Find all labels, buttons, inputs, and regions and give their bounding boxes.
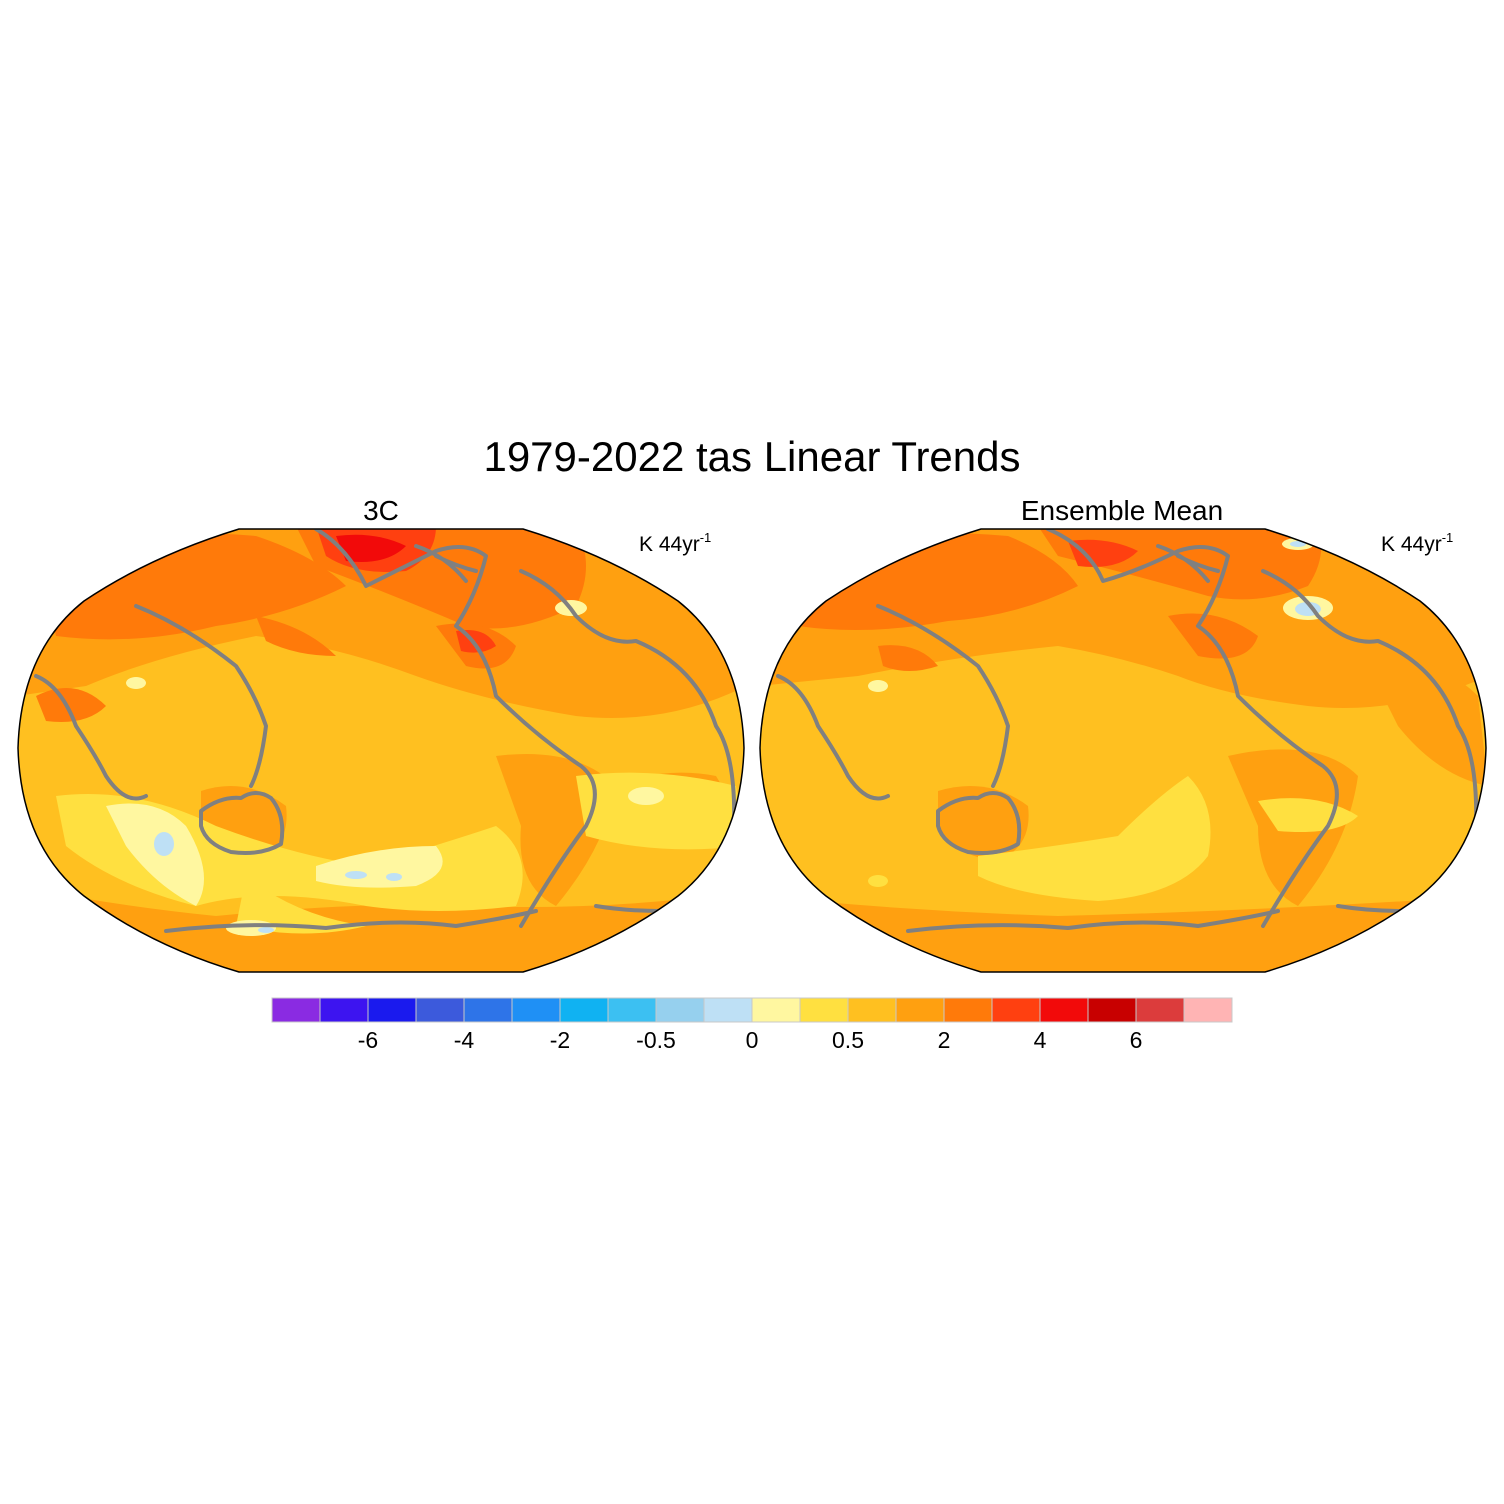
- colorbar-swatch: [943, 997, 993, 1023]
- trend-fill-hot: [1068, 539, 1138, 567]
- colorbar-tick-label: 2: [937, 1027, 951, 1053]
- colorbar-tick-label: 6: [1129, 1027, 1143, 1053]
- colorbar-swatch: [895, 997, 945, 1023]
- colorbar-swatch: [751, 997, 801, 1023]
- colorbar-tick-label: -6: [357, 1027, 379, 1053]
- units-exponent: -1: [1441, 530, 1454, 545]
- colorbar-tick-label: 0.5: [832, 1027, 864, 1053]
- panel-title-left: 3C: [363, 495, 399, 526]
- colorbar-swatch: [319, 997, 369, 1023]
- units-exponent: -1: [699, 530, 712, 545]
- colorbar-swatch: [607, 997, 657, 1023]
- units-label-right: K 44yr-1: [1381, 524, 1453, 559]
- trend-fill-weak: [868, 776, 1358, 901]
- units-base: K 44yr: [1381, 533, 1442, 556]
- panel-title-right: Ensemble Mean: [1020, 495, 1224, 526]
- colorbar-tick-label: -0.5: [636, 1027, 676, 1053]
- colorbar-swatch: [271, 997, 321, 1023]
- colorbar-tick-label: 4: [1033, 1027, 1047, 1053]
- trend-map-left: [17, 528, 745, 973]
- units-label-left: K 44yr-1: [639, 524, 711, 559]
- colorbar-swatch: [463, 997, 513, 1023]
- figure-title: 1979-2022 tas Linear Trends: [483, 433, 1021, 480]
- colorbar-swatch: [991, 997, 1041, 1023]
- colorbar: [271, 997, 1233, 1023]
- colorbar-swatch: [655, 997, 705, 1023]
- colorbar-tick-label: -2: [549, 1027, 571, 1053]
- map-outline: [759, 528, 1487, 973]
- colorbar-swatch: [847, 997, 897, 1023]
- map-outline: [17, 528, 745, 973]
- colorbar-swatch: [1135, 997, 1185, 1023]
- colorbar-swatch: [415, 997, 465, 1023]
- colorbar-swatch: [1087, 997, 1137, 1023]
- trend-fill-cool: [154, 832, 402, 933]
- trend-fill-max: [336, 534, 406, 562]
- trend-map-right: [759, 528, 1487, 973]
- colorbar-swatch: [1183, 997, 1233, 1023]
- colorbar-tick-label: 0: [745, 1027, 759, 1053]
- colorbar-swatch: [559, 997, 609, 1023]
- colorbar-swatch: [511, 997, 561, 1023]
- colorbar-swatch: [367, 997, 417, 1023]
- units-base: K 44yr: [639, 533, 700, 556]
- colorbar-swatch: [799, 997, 849, 1023]
- colorbar-tick-label: -4: [453, 1027, 475, 1053]
- colorbar-swatch: [703, 997, 753, 1023]
- colorbar-swatch: [1039, 997, 1089, 1023]
